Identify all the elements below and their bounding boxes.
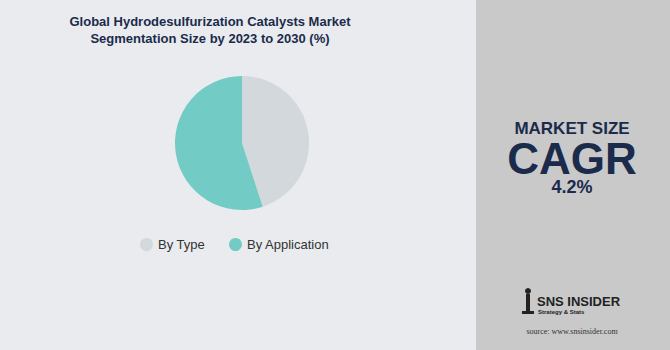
- svg-text:Strategy & Stats: Strategy & Stats: [538, 309, 585, 315]
- svg-text:By Application: By Application: [247, 237, 329, 252]
- svg-text:CAGR: CAGR: [507, 134, 637, 183]
- svg-text:4.2%: 4.2%: [551, 177, 592, 197]
- svg-text:source: www.snsinsider.com: source: www.snsinsider.com: [526, 327, 618, 336]
- svg-text:SNS INSIDER: SNS INSIDER: [537, 294, 621, 309]
- svg-text:MARKET SIZE: MARKET SIZE: [514, 118, 630, 138]
- svg-text:Segmentation Size by 2023 to 2: Segmentation Size by 2023 to 2030 (%): [90, 31, 329, 46]
- svg-text:Global Hydrodesulfurization Ca: Global Hydrodesulfurization Catalysts Ma…: [69, 14, 351, 29]
- svg-text:By Type: By Type: [158, 237, 205, 252]
